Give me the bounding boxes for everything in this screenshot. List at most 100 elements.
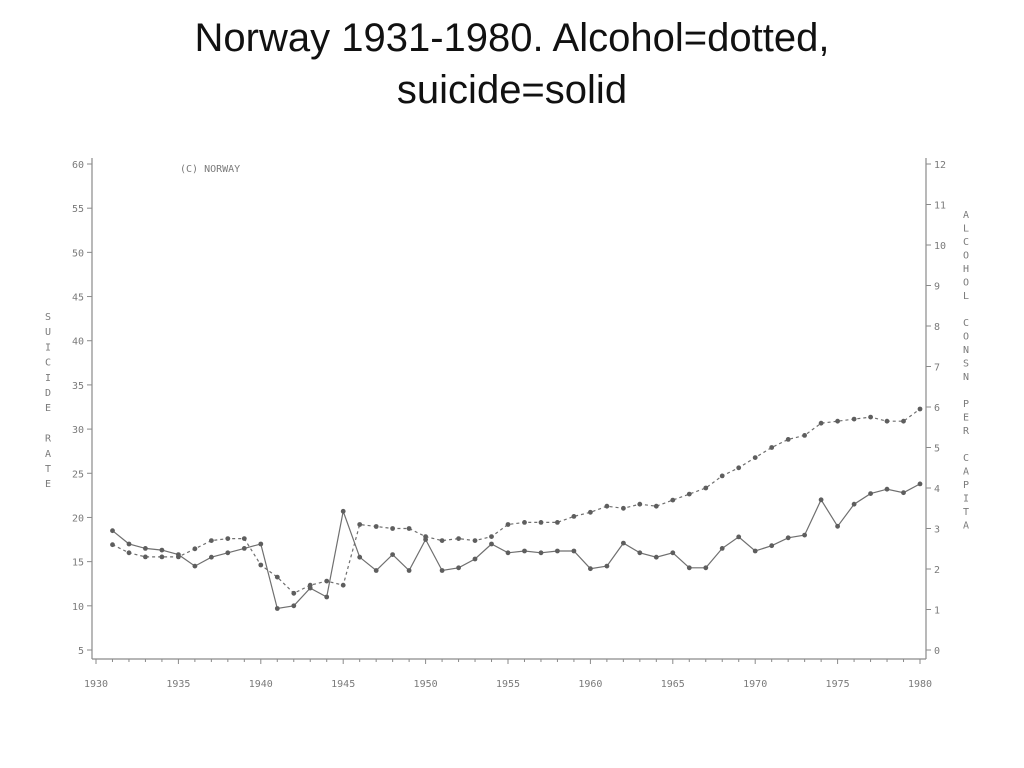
slide-title: Norway 1931-1980. Alcohol=dotted, suicid… (0, 12, 1024, 116)
axis-letter: P (963, 480, 969, 491)
x-tick-label: 1955 (496, 679, 520, 690)
y2-tick-label: 9 (934, 282, 940, 293)
suicide-point (785, 535, 791, 541)
suicide-point (901, 490, 906, 496)
y2-tick-label: 4 (934, 484, 940, 495)
suicide-line (112, 483, 921, 610)
alcohol-point (258, 562, 264, 568)
suicide-point (538, 550, 544, 556)
y-tick-label: 20 (72, 513, 84, 524)
alcohol-point (571, 514, 577, 519)
alcohol-point (274, 574, 280, 580)
y2-tick-label: 8 (934, 322, 940, 333)
x-tick-label: 1965 (661, 679, 685, 690)
axis-letter: P (963, 399, 969, 410)
suicide-point (324, 594, 330, 600)
alcohol-point (719, 473, 725, 479)
y2-tick-label: 3 (934, 525, 940, 536)
chart-axes: 5101520253035404550556001234567891011121… (72, 158, 946, 690)
alcohol-point (538, 520, 544, 525)
x-tick-label: 1950 (414, 679, 438, 690)
axis-letter: L (963, 224, 969, 235)
suicide-point (818, 497, 824, 503)
y-tick-label: 10 (72, 602, 84, 613)
alcohol-point (901, 418, 906, 424)
suicide-point (258, 541, 264, 547)
alcohol-point (604, 503, 610, 509)
alcohol-point (522, 520, 527, 525)
alcohol-point (736, 465, 742, 471)
y-tick-label: 55 (72, 204, 84, 215)
y-tick-label: 35 (72, 381, 84, 392)
suicide-point (522, 548, 527, 554)
suicide-point (571, 548, 577, 554)
alcohol-point (209, 538, 214, 543)
y2-tick-label: 0 (934, 646, 940, 657)
x-tick-label: 1970 (743, 679, 767, 690)
y2-tick-label: 6 (934, 403, 940, 414)
y-tick-label: 30 (72, 425, 84, 436)
axis-letter: A (963, 467, 969, 478)
y-tick-label: 50 (72, 248, 84, 259)
x-tick-label: 1975 (826, 679, 850, 690)
suicide-point (653, 554, 659, 560)
alcohol-point (357, 522, 363, 527)
alcohol-point (621, 505, 626, 511)
axis-letter: O (963, 251, 969, 262)
axis-letter: S (45, 312, 51, 323)
suicide-point (670, 550, 676, 556)
alcohol-point (868, 414, 873, 420)
alcohol-point (307, 582, 313, 588)
alcohol-point (456, 536, 461, 541)
alcohol-point (324, 578, 330, 584)
suicide-point (703, 565, 709, 571)
axis-letter: A (963, 521, 969, 532)
suicide-point (752, 548, 758, 554)
suicide-point (143, 546, 148, 551)
alcohol-point (423, 534, 428, 539)
axis-letter: E (45, 403, 51, 414)
x-tick-label: 1945 (331, 679, 355, 690)
alcohol-point (176, 554, 181, 560)
alcohol-line (112, 408, 921, 595)
axis-letter: S (963, 359, 969, 370)
suicide-point (637, 550, 643, 556)
alcohol-point (439, 538, 445, 543)
y2-tick-label: 1 (934, 606, 940, 617)
suicide-point (373, 568, 379, 573)
x-tick-label: 1980 (908, 679, 932, 690)
alcohol-point (785, 437, 791, 442)
y2-tick-label: 12 (934, 160, 946, 171)
suicide-point (241, 546, 247, 551)
alcohol-point (917, 406, 923, 412)
suicide-point (505, 550, 511, 556)
y2-tick-label: 5 (934, 444, 940, 455)
suicide-point (802, 532, 807, 538)
axis-letter: U (45, 327, 51, 338)
axis-letter: L (963, 291, 969, 302)
y-tick-label: 15 (72, 558, 84, 569)
suicide-point (340, 508, 346, 514)
suicide-point (110, 528, 115, 534)
axis-letter: E (963, 413, 969, 424)
suicide-point (588, 566, 593, 572)
alcohol-point (653, 503, 659, 509)
axis-letter: T (963, 507, 969, 518)
chart-annotation: (C) NORWAY (180, 164, 240, 175)
suicide-point (274, 606, 280, 611)
x-tick-label: 1940 (249, 679, 273, 690)
suicide-point (621, 540, 626, 546)
axis-letter: I (45, 373, 51, 384)
alcohol-point (126, 550, 132, 556)
title-line-2: suicide=solid (396, 68, 628, 112)
alcohol-point (884, 418, 890, 424)
axis-letter: A (45, 449, 51, 460)
y-tick-label: 45 (72, 293, 84, 304)
alcohol-point (406, 526, 412, 531)
suicide-point (686, 565, 692, 571)
alcohol-point (225, 536, 231, 541)
axis-letter: A (963, 210, 969, 221)
alcohol-point (373, 524, 379, 529)
